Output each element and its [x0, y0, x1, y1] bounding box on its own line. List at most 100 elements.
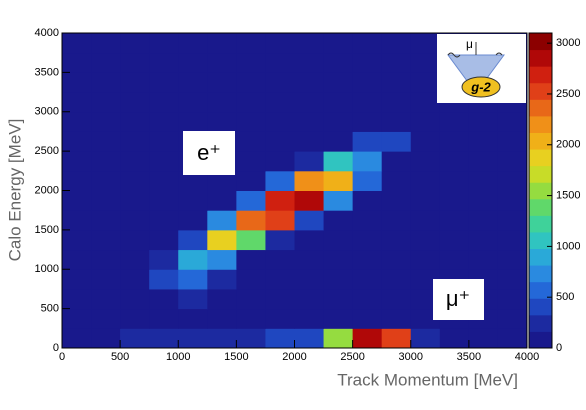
x-tick-label: 3000	[399, 351, 423, 363]
x-tick-label: 2000	[282, 351, 306, 363]
z-tick-label: 3000	[556, 37, 580, 49]
logo-symbol: μ	[466, 37, 473, 51]
cell	[352, 328, 383, 349]
cell	[294, 328, 325, 349]
cell	[178, 190, 208, 211]
cell	[149, 92, 179, 113]
cell	[91, 170, 121, 191]
cell	[91, 288, 121, 310]
cell	[91, 33, 121, 54]
cell	[294, 210, 325, 231]
cell	[439, 151, 470, 172]
cell	[236, 229, 266, 251]
cell	[352, 111, 383, 132]
cell	[62, 210, 92, 231]
logo: μ g-2	[437, 34, 526, 103]
cell	[265, 33, 295, 54]
cell	[120, 269, 150, 290]
cell	[265, 52, 295, 73]
logo-text: g-2	[470, 79, 491, 94]
cell	[381, 92, 412, 113]
cell	[323, 249, 354, 270]
cell	[352, 72, 383, 93]
y-tick-label: 2500	[35, 145, 59, 157]
cell	[294, 151, 325, 172]
cell	[323, 288, 354, 310]
cell	[149, 131, 179, 152]
cell	[468, 131, 499, 152]
cell	[323, 151, 354, 172]
annotation-box	[433, 279, 484, 320]
cell	[381, 111, 412, 132]
cell	[62, 131, 92, 152]
cell	[120, 33, 150, 54]
cell	[149, 52, 179, 73]
x-tick-label: 1500	[224, 351, 248, 363]
cell	[236, 52, 266, 73]
cell	[120, 229, 150, 251]
cell	[149, 111, 179, 132]
y-tick-label: 4000	[35, 27, 59, 39]
cell	[207, 92, 237, 113]
annotation-box	[183, 131, 235, 175]
cell	[294, 249, 325, 270]
y-tick-label: 1000	[35, 263, 59, 275]
cell	[381, 131, 412, 152]
cell	[294, 170, 325, 191]
cell	[62, 52, 92, 73]
cell	[236, 151, 266, 172]
cell	[323, 52, 354, 73]
cell	[236, 131, 266, 152]
cell	[497, 229, 528, 251]
z-tick-label: 500	[556, 291, 574, 303]
cell	[468, 111, 499, 132]
cell	[120, 151, 150, 172]
cell	[294, 33, 325, 54]
cell	[265, 72, 295, 93]
cell	[410, 72, 441, 93]
y-tick-label: 0	[53, 342, 59, 354]
cell	[468, 190, 499, 211]
x-tick-label: 1000	[166, 351, 190, 363]
cell	[352, 269, 383, 290]
cell	[178, 52, 208, 73]
cell	[352, 308, 383, 329]
colorbar-step	[529, 331, 552, 349]
cell	[381, 328, 412, 349]
cell	[468, 151, 499, 172]
cell	[265, 229, 295, 251]
cell	[91, 190, 121, 211]
cell	[120, 111, 150, 132]
cell	[207, 249, 237, 270]
x-tick-label: 3500	[457, 351, 481, 363]
cell	[265, 131, 295, 152]
y-axis-title: Calo Energy [MeV]	[5, 119, 24, 262]
logo-lines	[447, 42, 503, 58]
cell	[323, 72, 354, 93]
cell	[178, 249, 208, 270]
colorbar-frame	[528, 32, 553, 349]
cell	[236, 249, 266, 270]
cell	[149, 151, 179, 172]
cell	[120, 328, 150, 349]
cell	[497, 328, 528, 349]
cell	[352, 131, 383, 152]
cell	[323, 170, 354, 191]
cell	[439, 229, 470, 251]
cell	[468, 328, 499, 349]
colorbar-step	[529, 82, 552, 100]
cell	[178, 72, 208, 93]
cell	[236, 288, 266, 310]
cell	[381, 308, 412, 329]
cell	[265, 151, 295, 172]
logo-ellipse	[461, 76, 501, 98]
cell	[178, 111, 208, 132]
cell	[468, 249, 499, 270]
cell	[178, 288, 208, 310]
colorbar-step	[529, 281, 552, 299]
cell	[91, 210, 121, 231]
cell	[352, 190, 383, 211]
cell	[439, 131, 470, 152]
cell	[294, 72, 325, 93]
